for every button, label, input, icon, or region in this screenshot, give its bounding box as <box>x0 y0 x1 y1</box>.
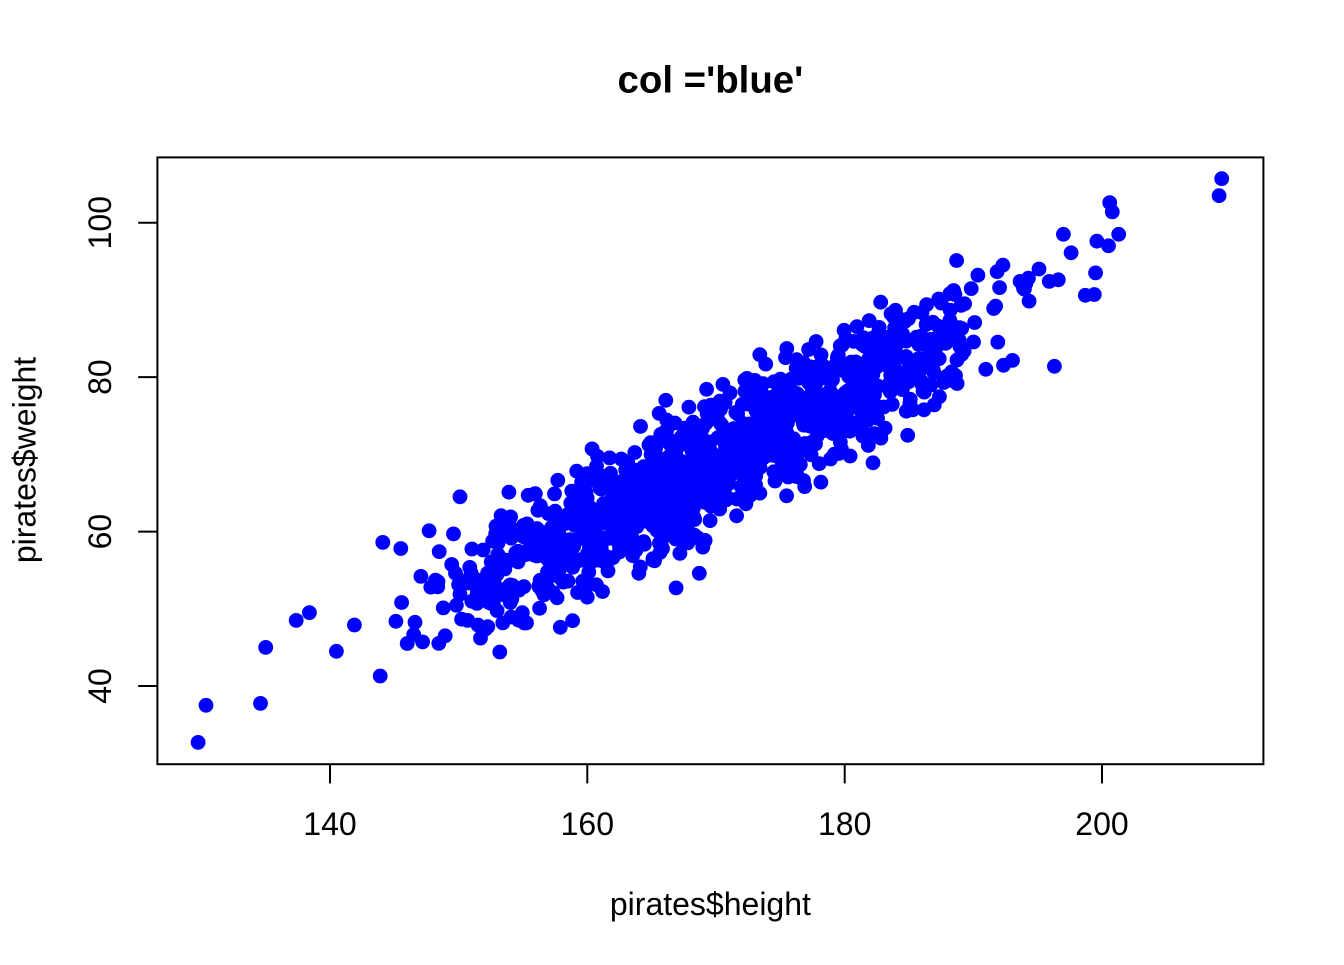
svg-text:40: 40 <box>82 668 118 704</box>
svg-text:60: 60 <box>82 514 118 550</box>
svg-text:140: 140 <box>303 806 356 842</box>
svg-text:200: 200 <box>1075 806 1128 842</box>
svg-text:180: 180 <box>818 806 871 842</box>
svg-text:80: 80 <box>82 359 118 395</box>
svg-text:pirates$weight: pirates$weight <box>7 357 43 563</box>
svg-text:100: 100 <box>82 196 118 249</box>
svg-text:pirates$height: pirates$height <box>610 886 811 922</box>
svg-text:160: 160 <box>561 806 614 842</box>
svg-text:col ='blue': col ='blue' <box>618 59 804 102</box>
